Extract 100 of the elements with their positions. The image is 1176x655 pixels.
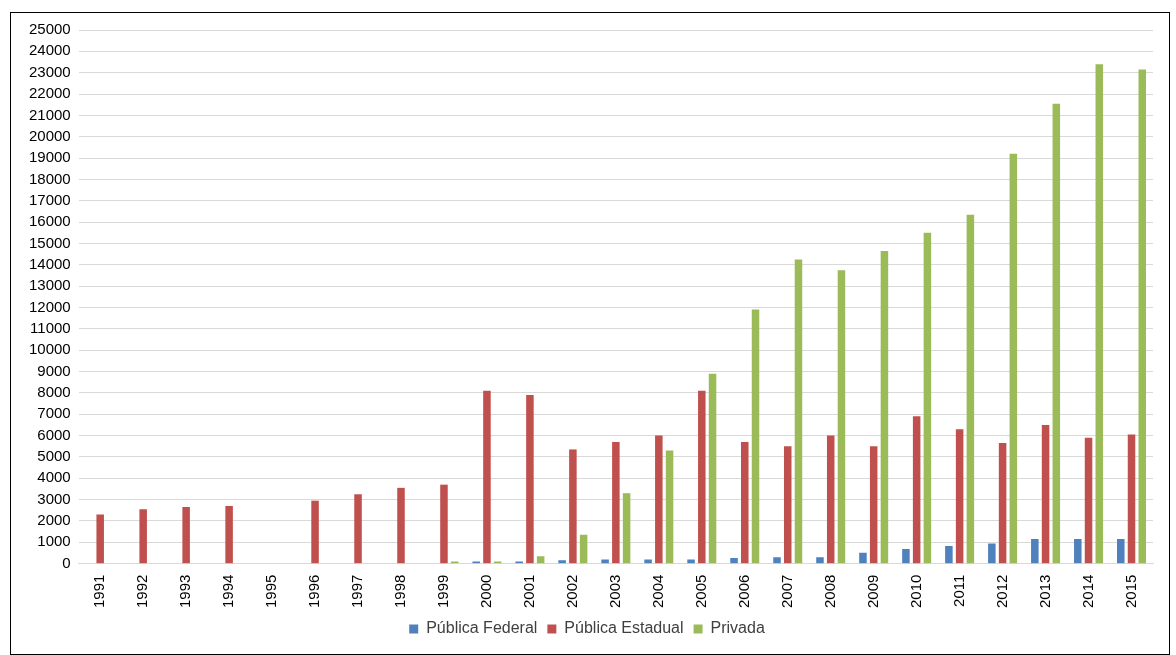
bar (751, 309, 760, 564)
bar (622, 493, 631, 564)
x-tick-label: 2007 (777, 574, 795, 609)
y-tick-label: 4000 (37, 468, 71, 486)
bar (966, 214, 975, 564)
bar (998, 443, 1007, 564)
y-tick-label: 16000 (28, 212, 71, 230)
bar (397, 487, 405, 564)
x-tick-label: 2013 (1035, 574, 1053, 609)
legend-label: Pública Estadual (564, 619, 684, 637)
x-tick-label: 1997 (348, 574, 366, 609)
y-tick-label: 23000 (28, 62, 71, 80)
bar (311, 500, 319, 564)
bar (1009, 153, 1018, 564)
bar (1031, 539, 1039, 564)
bar (698, 390, 706, 564)
x-tick-label: 2002 (563, 574, 581, 609)
bar (96, 514, 104, 564)
y-tick-label: 12000 (28, 297, 71, 315)
bar (1095, 64, 1104, 564)
x-tick-label: 2009 (863, 574, 881, 609)
y-tick-label: 25000 (28, 20, 71, 38)
legend-label: Privada (710, 619, 765, 637)
y-tick-label: 1000 (37, 532, 71, 550)
x-tick-label: 1992 (133, 574, 151, 609)
x-tick-label: 1998 (391, 574, 409, 609)
y-tick-label: 7000 (37, 404, 71, 422)
bar (859, 552, 867, 564)
x-tick-label: 2006 (734, 574, 752, 609)
x-tick-label: 2000 (477, 574, 495, 609)
y-tick-label: 8000 (37, 383, 71, 401)
y-tick-label: 13000 (28, 276, 71, 294)
bar (354, 494, 362, 564)
bar (483, 390, 491, 564)
bar (945, 545, 953, 564)
bar (826, 435, 835, 564)
x-tick-label: 2008 (820, 574, 838, 609)
x-tick-label: 2004 (648, 574, 666, 609)
bar (569, 449, 577, 564)
bar (708, 373, 717, 564)
bar (880, 250, 889, 564)
y-tick-label: 19000 (28, 148, 71, 166)
y-tick-label: 17000 (28, 190, 71, 208)
bar (816, 557, 824, 564)
legend-label: Pública Federal (426, 619, 538, 637)
y-tick-label: 3000 (37, 489, 71, 507)
bar (526, 395, 534, 564)
bar (536, 556, 545, 564)
y-tick-label: 22000 (28, 84, 71, 102)
y-tick-label: 6000 (37, 425, 71, 443)
x-tick-label: 2010 (906, 574, 924, 609)
bar (665, 450, 674, 564)
bar (1117, 539, 1125, 564)
bar (837, 270, 846, 564)
x-tick-label: 1994 (219, 574, 237, 609)
x-tick-label: 2011 (949, 574, 967, 607)
bar (1127, 434, 1136, 564)
x-tick-label: 2005 (691, 574, 709, 609)
y-tick-label: 10000 (28, 340, 71, 358)
bar (869, 446, 878, 564)
y-tick-label: 0 (62, 553, 71, 571)
bar (579, 534, 588, 564)
y-tick-label: 15000 (28, 233, 71, 251)
bar (912, 416, 921, 564)
bar (730, 558, 738, 564)
bar (182, 507, 190, 564)
y-tick-label: 20000 (28, 126, 71, 144)
x-tick-label: 1999 (434, 574, 452, 609)
x-tick-label: 2014 (1078, 574, 1096, 609)
bar (988, 543, 996, 564)
x-tick-label: 1995 (262, 574, 280, 609)
x-tick-label: 1991 (90, 574, 108, 609)
x-tick-label: 2012 (992, 574, 1010, 609)
bar (741, 441, 749, 564)
x-tick-label: 2003 (606, 574, 623, 609)
bar (1041, 424, 1050, 564)
y-tick-label: 5000 (37, 447, 71, 465)
bar (902, 549, 910, 564)
y-tick-label: 9000 (37, 361, 71, 379)
y-tick-label: 14000 (28, 254, 71, 272)
bar (955, 429, 964, 564)
bar (1052, 103, 1061, 564)
bar (773, 557, 781, 564)
y-tick-label: 2000 (37, 511, 71, 529)
bar (612, 441, 620, 564)
x-tick-label: 1996 (305, 574, 323, 609)
bar (1074, 539, 1082, 564)
x-tick-label: 2001 (520, 574, 538, 609)
bar (225, 506, 233, 564)
y-tick-label: 24000 (28, 41, 71, 59)
bar (923, 232, 932, 564)
bar (655, 435, 663, 564)
x-tick-label: 1993 (176, 574, 194, 609)
bar (1084, 437, 1093, 564)
bar (794, 259, 803, 564)
y-tick-label: 18000 (28, 169, 71, 187)
bar (440, 484, 448, 564)
x-tick-label: 2015 (1121, 574, 1139, 609)
bar (139, 509, 147, 564)
y-tick-label: 11000 (30, 318, 71, 336)
